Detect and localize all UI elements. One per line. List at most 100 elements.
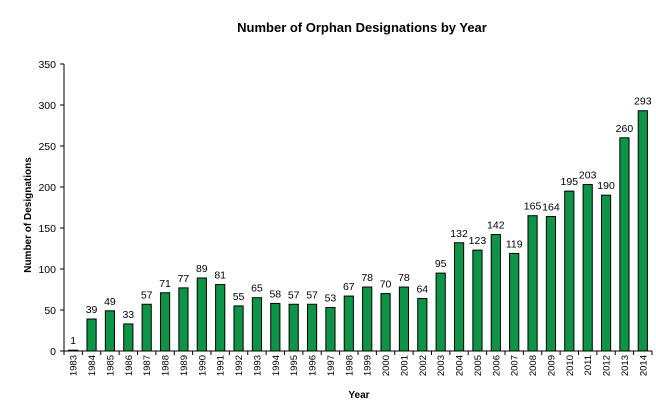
x-category-label: 1996 — [308, 355, 319, 376]
bar-1999 — [362, 286, 373, 352]
bar-2009 — [545, 216, 557, 352]
y-tick-label: 300 — [38, 100, 56, 112]
x-category-label: 1985 — [105, 355, 116, 376]
x-category-label: 2014 — [638, 355, 649, 376]
x-category-label: 1984 — [87, 355, 98, 376]
x-category-label: 1987 — [142, 355, 153, 376]
data-label-1988: 71 — [159, 278, 171, 290]
y-tick-label: 250 — [38, 141, 56, 153]
x-category-label: 1992 — [234, 355, 245, 376]
x-category-label: 1991 — [216, 355, 227, 376]
bar-1995 — [288, 303, 299, 352]
bar-1987 — [141, 303, 152, 352]
x-category-label: 2007 — [510, 355, 521, 376]
data-label-2004: 132 — [450, 228, 468, 240]
data-label-1986: 33 — [122, 309, 134, 321]
x-category-label: 1995 — [289, 355, 300, 376]
x-category-label: 2000 — [381, 355, 392, 376]
x-category-label: 1990 — [197, 355, 208, 376]
x-category-label: 1993 — [252, 355, 263, 376]
x-axis-label: Year — [348, 390, 369, 401]
data-label-2012: 190 — [597, 180, 615, 192]
y-axis: 0 50 100 150 200 250 300 350 — [38, 59, 65, 358]
bar-2008 — [527, 215, 538, 352]
bar-1997 — [325, 307, 336, 352]
data-label-1991: 81 — [214, 270, 226, 282]
x-category-label: 2012 — [602, 355, 613, 376]
bar-1996 — [306, 303, 318, 352]
x-category-label: 1998 — [344, 355, 355, 376]
x-category-label: 2010 — [565, 355, 576, 376]
bar-1989 — [178, 287, 189, 352]
bar-1994 — [270, 302, 281, 352]
bar-1986 — [123, 323, 134, 352]
bar-2004 — [453, 242, 465, 352]
bar-1993 — [251, 297, 263, 352]
data-labels: 1 39 49 33 57 71 77 89 81 55 65 58 57 57 53 67 78 70 78 64 9… — [70, 96, 651, 347]
y-tick-label: 0 — [50, 346, 56, 358]
x-category-label: 2013 — [620, 355, 631, 376]
y-tick-label: 100 — [38, 264, 56, 276]
data-label-1987: 57 — [141, 289, 153, 301]
chart-title: Number of Orphan Designations by Year — [237, 20, 487, 35]
y-tick-label: 150 — [38, 223, 56, 235]
bar-2013 — [619, 137, 630, 352]
data-label-1997: 53 — [325, 293, 337, 305]
y-tick-label: 200 — [38, 182, 56, 194]
data-label-2001: 78 — [398, 272, 410, 284]
data-label-1989: 77 — [178, 273, 190, 285]
bar-2010 — [564, 190, 575, 352]
data-label-2002: 64 — [416, 284, 428, 296]
bar-2003 — [435, 272, 446, 352]
data-label-2003: 95 — [435, 258, 447, 270]
x-category-label: 2004 — [455, 355, 466, 376]
data-label-2007: 119 — [506, 238, 523, 250]
bar-1985 — [104, 310, 116, 352]
bar-1988 — [159, 292, 171, 352]
data-label-1984: 39 — [86, 304, 98, 316]
bar-2012 — [600, 194, 612, 352]
data-label-1995: 57 — [288, 289, 300, 301]
y-axis-label: Number of Designations — [23, 157, 34, 273]
x-category-label: 2006 — [491, 355, 502, 376]
bar-2000 — [380, 293, 391, 352]
data-label-2008: 165 — [524, 201, 542, 213]
bar-2002 — [417, 298, 428, 352]
x-category-label: 1989 — [179, 355, 190, 376]
x-category-label: 2009 — [546, 355, 557, 376]
data-label-1994: 58 — [269, 288, 281, 300]
x-category-label: 2005 — [473, 355, 484, 376]
data-label-1985: 49 — [104, 296, 116, 308]
x-category-label: 1997 — [326, 355, 337, 376]
data-label-1993: 65 — [251, 283, 263, 295]
x-category-label: 2003 — [436, 355, 447, 376]
data-label-1999: 78 — [361, 272, 373, 284]
y-tick-label: 350 — [38, 59, 56, 71]
data-label-2011: 203 — [579, 170, 597, 182]
x-category-label: 1983 — [69, 355, 80, 376]
bar-1998 — [343, 295, 354, 352]
bar-2011 — [582, 184, 593, 352]
data-label-2000: 70 — [380, 279, 392, 291]
y-tick-label: 50 — [44, 305, 56, 317]
data-label-1990: 89 — [196, 263, 208, 275]
data-label-2006: 142 — [487, 220, 505, 232]
x-category-label: 2008 — [528, 355, 539, 376]
data-label-1983: 1 — [70, 335, 76, 347]
data-label-2005: 123 — [469, 235, 487, 247]
data-label-2013: 260 — [616, 123, 634, 135]
data-label-1998: 67 — [343, 281, 355, 293]
bar-1991 — [215, 284, 226, 352]
data-label-1992: 55 — [233, 291, 245, 303]
bar-2014 — [637, 110, 648, 352]
bar-2001 — [398, 286, 410, 352]
bars — [68, 110, 648, 352]
data-label-1996: 57 — [306, 289, 318, 301]
x-category-label: 1994 — [271, 355, 282, 376]
x-category-label: 2002 — [418, 355, 429, 376]
x-category-label: 2001 — [399, 355, 410, 376]
data-label-2014: 293 — [634, 96, 652, 108]
x-axis: 1983 1984 1985 1986 1987 1988 1989 1990 1991 1992… — [63, 350, 653, 376]
x-category-label: 1988 — [161, 355, 172, 376]
